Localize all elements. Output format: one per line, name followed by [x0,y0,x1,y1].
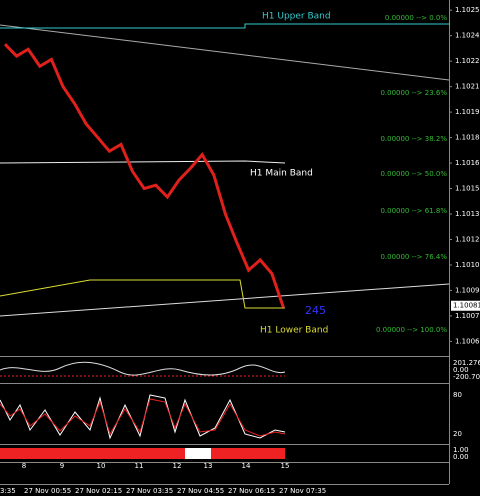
time-label: 27 Nov 06:15 [228,487,275,495]
day-number: 14 [242,462,251,470]
stoch-label: 80 [453,391,462,399]
cci-label: 0.00 [453,366,469,374]
day-number: 13 [204,462,213,470]
current-price-label: 1.10081 [453,302,480,310]
fib-label: 0.00000 --> 23.6% [380,89,447,97]
fib-label: 0.00000 --> 38.2% [380,135,447,143]
time-label: 27 Nov 07:35 [279,487,326,495]
day-number: 10 [97,462,106,470]
y-tick-label: 1.10150 [455,185,480,193]
y-tick-label: 1.10225 [455,57,480,65]
y-tick-label: 1.10180 [455,134,480,142]
cci-label: 201.276 [453,359,480,367]
band-label: H1 Lower Band [260,326,328,336]
y-tick-label: 1.10165 [455,159,480,167]
fib-label: 0.00000 --> 50.0% [380,170,447,178]
bar-white [185,448,211,459]
time-label: 27 Nov 03:35 [126,487,173,495]
upper-band [0,23,449,29]
time-label: 27 Nov 02:15 [75,487,122,495]
y-tick-label: 1.10060 [455,337,480,345]
main-band [0,160,286,164]
band-label: H1 Main Band [250,169,313,179]
trend-line [0,24,450,81]
stoch-main [0,394,286,440]
time-label: 27 Nov 04:55 [177,487,224,495]
day-number: 8 [22,462,26,470]
y-tick-label: 1.10240 [455,32,480,40]
y-tick-label: 1.10090 [455,286,480,294]
lower-band [0,279,285,309]
price-line [3,43,285,308]
current-price-box [451,300,480,311]
bar-red [211,448,285,459]
y-tick-label: 1.10075 [455,312,480,320]
bottom-label: 1.00 [453,446,469,454]
band-label: H1 Upper Band [262,12,331,22]
day-number: 12 [173,462,182,470]
day-number: 9 [60,462,64,470]
trend-line [0,283,450,317]
fib-label: 0.00000 --> 100.0% [376,326,447,334]
bar-red [0,448,185,459]
y-tick-label: 1.10105 [455,261,480,269]
stoch-signal [0,398,286,437]
counter: 245 [305,304,326,317]
y-tick-label: 1.10135 [455,210,480,218]
day-number: 15 [281,462,290,470]
stoch-label: 20 [453,430,462,438]
y-tick-label: 1.10255 [455,6,480,14]
y-tick-label: 1.10120 [455,235,480,243]
fib-label: 0.00000 --> 0.0% [385,14,447,22]
y-tick-label: 1.10210 [455,83,480,91]
fib-label: 0.00000 --> 61.8% [380,207,447,215]
fib-label: 0.00000 --> 76.4% [380,253,447,261]
y-tick-label: 1.10195 [455,108,480,116]
cci-line [0,361,286,376]
cci-label: -200.70 [453,373,480,381]
time-label: 3:35 [0,487,16,495]
bottom-label: 0.00 [453,453,469,461]
day-number: 11 [135,462,144,470]
time-label: 27 Nov 00:55 [24,487,71,495]
